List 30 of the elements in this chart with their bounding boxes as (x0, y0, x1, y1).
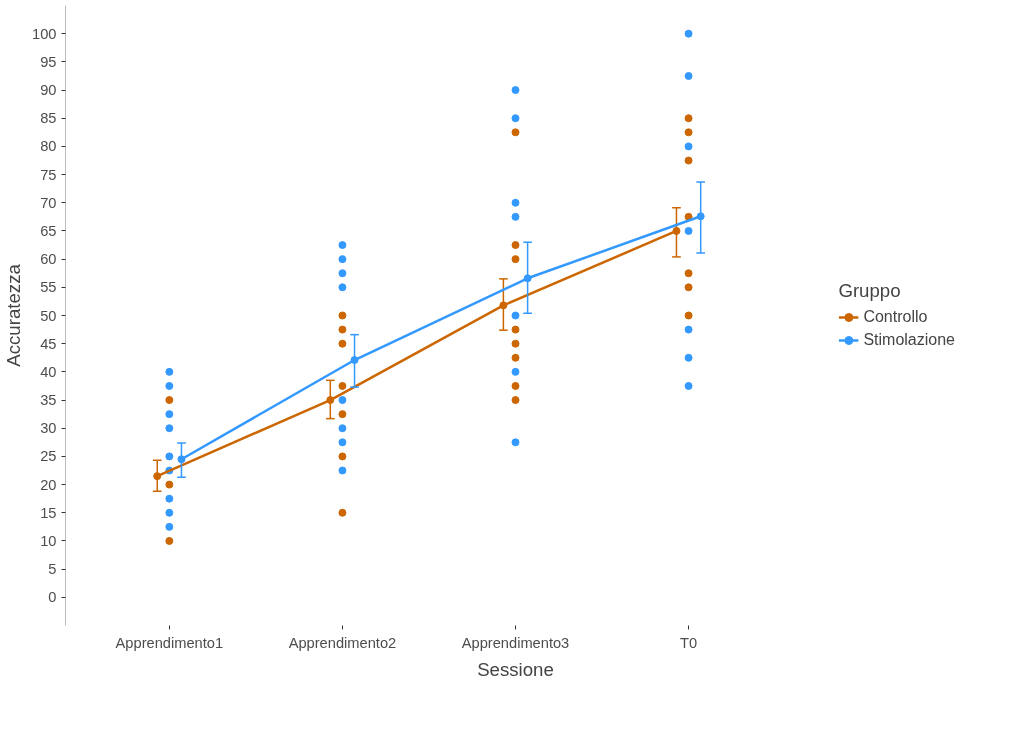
y-tick-label: 55 (40, 279, 57, 296)
x-tick-label: Apprendimento2 (288, 634, 397, 651)
y-tick-label: 25 (40, 448, 57, 465)
y-tick-label: 35 (40, 392, 57, 409)
y-tick-label: 40 (40, 363, 57, 380)
y-tick-label: 20 (40, 476, 57, 493)
x-tick-label: Apprendimento1 (115, 634, 224, 651)
x-axis-title: Sessione (477, 658, 554, 680)
x-tick-label: Apprendimento3 (461, 634, 570, 651)
legend-label: Stimolazione (863, 331, 955, 349)
y-axis-title: Accuratezza (3, 263, 25, 367)
x-tick-label: T0 (680, 634, 698, 651)
legend-label: Controllo (863, 308, 928, 326)
legend-title: Gruppo (838, 280, 902, 302)
y-tick-label: 75 (40, 166, 57, 183)
y-tick-label: 10 (40, 532, 57, 549)
y-tick-label: 5 (48, 561, 57, 578)
y-tick-label: 70 (40, 194, 57, 211)
y-tick-label: 100 (32, 25, 57, 42)
y-tick-label: 0 (48, 589, 57, 606)
y-tick-label: 80 (40, 138, 57, 155)
y-tick-label: 50 (40, 307, 57, 324)
y-tick-label: 15 (40, 504, 57, 521)
y-tick-label: 65 (40, 222, 57, 239)
y-tick-label: 45 (40, 335, 57, 352)
y-tick-label: 60 (40, 251, 57, 268)
y-tick-label: 30 (40, 420, 57, 437)
y-tick-label: 90 (40, 82, 57, 99)
y-tick-label: 85 (40, 110, 57, 127)
y-tick-label: 95 (40, 53, 57, 70)
